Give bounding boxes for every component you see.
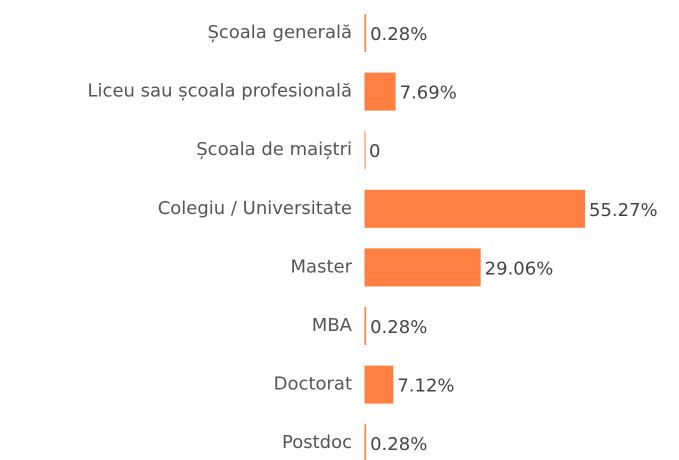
- bar: [365, 14, 367, 52]
- bar: [365, 307, 367, 345]
- value-label: 0.28%: [370, 317, 427, 338]
- category-label: Colegiu / Universitate: [158, 198, 352, 219]
- category-label: Școala generală: [207, 22, 352, 43]
- value-label: 7.12%: [397, 376, 454, 397]
- bar: [365, 248, 481, 287]
- category-label: Liceu sau școala profesională: [88, 81, 352, 102]
- bar: [365, 189, 585, 228]
- category-label: MBA: [312, 315, 353, 336]
- value-label: 7.69%: [400, 83, 457, 104]
- bar: [365, 365, 394, 404]
- category-label: Doctorat: [274, 374, 352, 395]
- category-label: Postdoc: [282, 432, 352, 453]
- value-label: 0.28%: [370, 434, 427, 455]
- value-label: 29.06%: [485, 258, 554, 279]
- bar: [365, 72, 396, 111]
- bar: [365, 424, 367, 460]
- value-label: 0: [369, 141, 380, 162]
- value-label: 55.27%: [589, 200, 658, 221]
- category-label: Școala de maiștri: [196, 139, 352, 160]
- value-label: 0.28%: [370, 24, 427, 45]
- category-label: Master: [291, 256, 353, 277]
